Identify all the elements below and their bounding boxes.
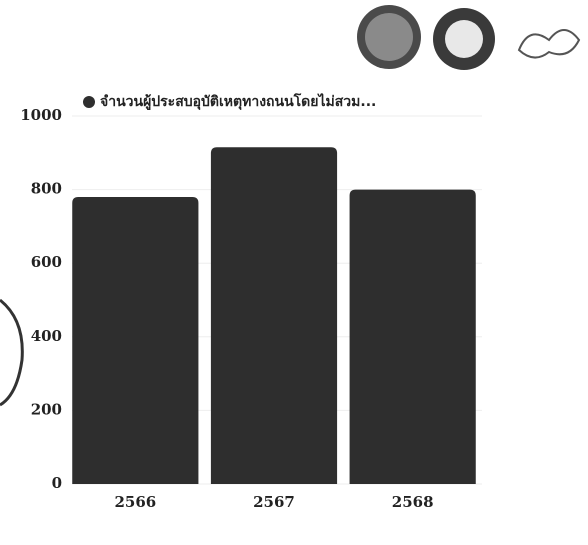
logo-emblem-inner	[365, 13, 413, 61]
y-tick-label: 200	[31, 400, 62, 418]
bar	[210, 147, 338, 484]
logo-ministry-inner	[445, 20, 483, 58]
bar	[72, 196, 199, 484]
y-tick-label: 600	[31, 253, 62, 271]
logo-campaign	[517, 29, 581, 59]
y-tick-label: 1000	[20, 106, 62, 124]
legend-label: จำนวนผู้ประสบอุบัติเหตุทางถนนโดยไม่สวม..…	[100, 92, 376, 110]
x-tick-label: 2567	[253, 493, 295, 511]
y-tick-label: 400	[31, 327, 62, 345]
cartoon-fragment	[0, 298, 24, 407]
logos	[357, 5, 581, 70]
y-tick-label: 0	[52, 474, 62, 492]
x-tick-label: 2566	[114, 493, 156, 511]
x-tick-label: 2568	[392, 493, 434, 511]
y-tick-label: 800	[31, 180, 62, 198]
legend-marker	[83, 96, 95, 108]
bar	[349, 189, 476, 484]
